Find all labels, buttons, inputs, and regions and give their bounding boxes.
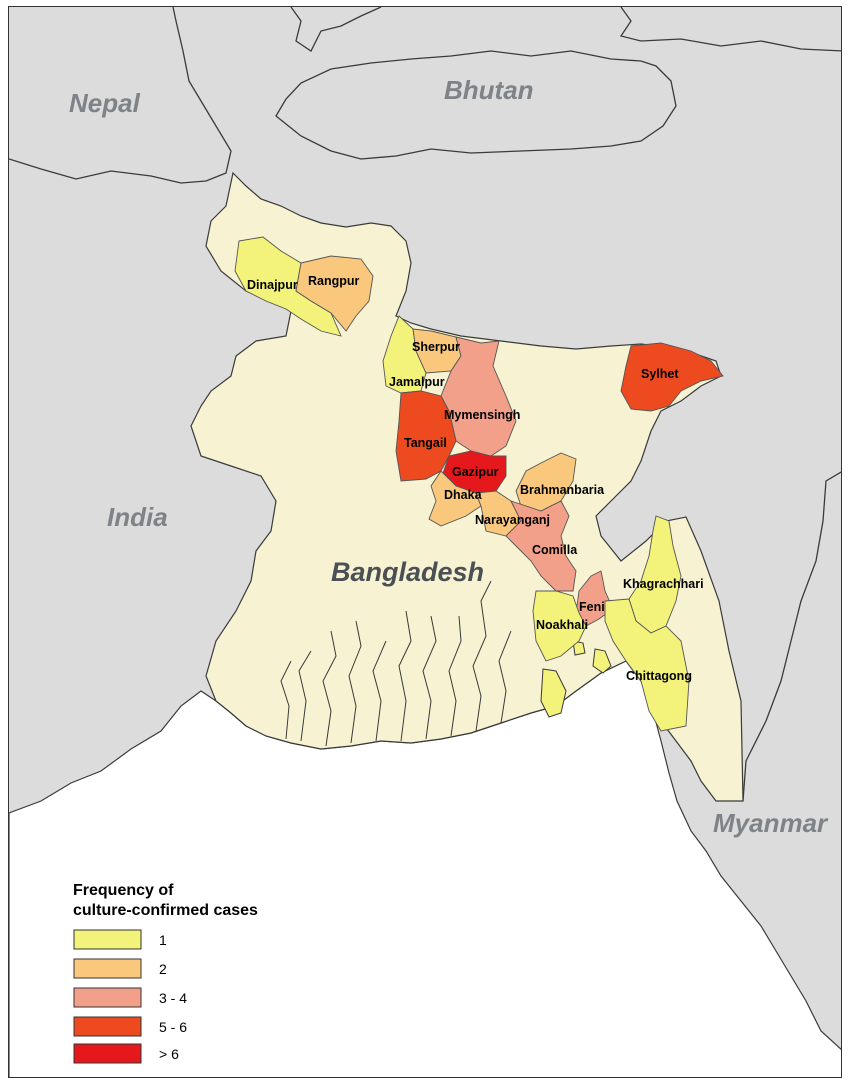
- legend-label-4: 5 - 6: [159, 1019, 187, 1035]
- legend-label-3: 3 - 4: [159, 990, 187, 1006]
- district-noakhali: [532, 590, 587, 662]
- district-label-khagrachhari: Khagrachhari: [623, 577, 704, 591]
- district-tangail: [395, 390, 457, 482]
- district-rangpur: [295, 255, 374, 332]
- legend-title-line1: Frequency of: [73, 882, 174, 899]
- district-label-narayanganj: Narayanganj: [475, 513, 550, 527]
- legend-swatch-1: [73, 929, 142, 950]
- district-feni: [575, 570, 614, 627]
- island-bhola: [540, 668, 567, 718]
- district-label-rangpur: Rangpur: [308, 274, 360, 288]
- district-label-sylhet: Sylhet: [641, 367, 679, 381]
- myanmar-border: [742, 471, 841, 802]
- district-label-brahmanbaria: Brahmanbaria: [520, 483, 605, 497]
- district-sylhet: [620, 342, 724, 412]
- label-india: India: [107, 502, 168, 532]
- legend-label-5: > 6: [159, 1046, 179, 1062]
- label-bangladesh: Bangladesh: [331, 557, 484, 587]
- choropleth-map: Nepal Bhutan India Bangladesh Myanmar Di…: [9, 7, 841, 1077]
- legend-swatch-2: [73, 958, 142, 979]
- district-dhaka: [428, 470, 482, 527]
- label-bhutan: Bhutan: [444, 75, 534, 105]
- district-label-comilla: Comilla: [532, 543, 578, 557]
- east-border: [619, 7, 841, 52]
- district-label-dhaka: Dhaka: [444, 488, 483, 502]
- label-nepal: Nepal: [69, 88, 141, 118]
- district-label-jamalpur: Jamalpur: [389, 375, 445, 389]
- district-label-sherpur: Sherpur: [412, 340, 460, 354]
- district-comilla: [505, 500, 577, 592]
- district-label-noakhali: Noakhali: [536, 618, 588, 632]
- legend-label-2: 2: [159, 961, 167, 977]
- district-dinajpur: [234, 236, 342, 337]
- legend-swatch-4: [73, 1016, 142, 1037]
- district-label-chittagong: Chittagong: [626, 669, 692, 683]
- legend-title-line2: culture-confirmed cases: [73, 902, 258, 919]
- district-label-feni: Feni: [579, 600, 605, 614]
- label-myanmar: Myanmar: [713, 808, 829, 838]
- sundarbans-creeks: [280, 580, 512, 747]
- island-hatiya: [592, 648, 612, 674]
- legend: Frequency of culture-confirmed cases 1 2…: [73, 882, 258, 1064]
- legend-swatch-3: [73, 987, 142, 1008]
- legend-swatch-5: [73, 1043, 142, 1064]
- bhutan-border: [275, 50, 677, 160]
- island-small: [572, 640, 586, 656]
- district-label-mymensingh: Mymensingh: [444, 408, 520, 422]
- north-border: [290, 7, 382, 52]
- district-label-dinajpur: Dinajpur: [247, 278, 298, 292]
- district-label-tangail: Tangail: [404, 436, 447, 450]
- district-label-gazipur: Gazipur: [452, 465, 499, 479]
- map-frame: Nepal Bhutan India Bangladesh Myanmar Di…: [8, 6, 842, 1078]
- district-chittagong: [604, 598, 690, 732]
- nepal-border: [9, 7, 232, 184]
- legend-label-1: 1: [159, 932, 167, 948]
